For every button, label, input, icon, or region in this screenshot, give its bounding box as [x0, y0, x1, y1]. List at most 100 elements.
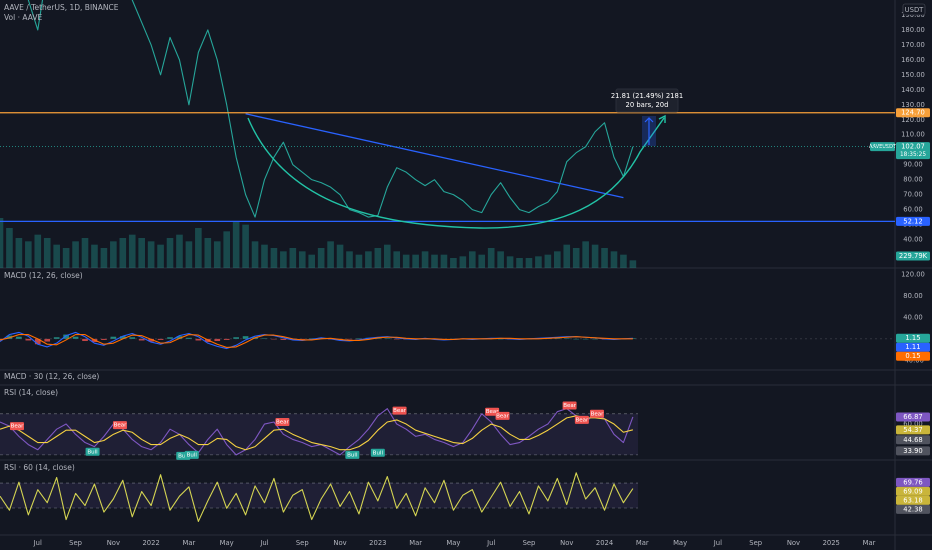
divergence-label: Bear: [11, 424, 25, 430]
volume-bar: [34, 234, 42, 268]
volume-title: Vol · AAVE: [4, 13, 42, 22]
price-label: 44.68: [903, 436, 922, 444]
pane-title: RSI · 60 (14, close): [4, 463, 75, 472]
series-line: [27, 0, 634, 218]
volume-bar: [176, 234, 183, 268]
divergence-marker: [112, 421, 127, 430]
series-line: [0, 334, 633, 348]
volume-bar: [0, 218, 4, 268]
price-label-box: [896, 495, 930, 505]
divergence-label: Bear: [591, 411, 605, 417]
volume-bar: [251, 241, 259, 268]
measure-text: 21.81 (21.49%) 2181: [611, 92, 683, 100]
x-tick-label: Mar: [863, 539, 876, 547]
x-tick-label: Sep: [749, 539, 762, 547]
pane-title: MACD · 30 (12, 26, close): [4, 372, 99, 381]
x-tick-label: 2025: [823, 539, 840, 547]
y-tick-label: 70.00: [903, 191, 922, 199]
divergence-marker: [85, 447, 100, 456]
pane-title: MACD (12, 26, close): [4, 271, 83, 280]
volume-bar: [298, 251, 306, 268]
currency-badge[interactable]: [902, 3, 926, 16]
divergence-marker: [562, 401, 577, 410]
price-label-box: [896, 142, 930, 160]
histogram-bar: [101, 338, 107, 340]
histogram-bar: [554, 338, 561, 339]
divergence-label: Bull: [347, 452, 358, 458]
price-label: 0.15: [905, 352, 920, 360]
measure-arrow: [644, 117, 654, 145]
histogram-bar: [34, 338, 41, 345]
volume-bar: [110, 241, 117, 268]
x-tick-label: Nov: [787, 539, 800, 547]
y-tick-label: 40.00: [903, 236, 922, 244]
series-line: [0, 472, 634, 522]
volume-bar: [232, 221, 240, 268]
volume-bar: [383, 244, 391, 268]
x-tick-label: May: [673, 539, 687, 547]
volume-bar: [478, 254, 486, 268]
x-tick-label: Mar: [183, 539, 196, 547]
x-tick-label: Nov: [107, 539, 120, 547]
series-line: [0, 408, 634, 456]
price-label-box: [896, 333, 930, 343]
histogram-bar: [280, 338, 287, 340]
histogram-bar: [63, 334, 69, 339]
histogram-bar: [157, 338, 164, 340]
y-tick-label: 180.00: [901, 26, 925, 34]
x-tick-label: Nov: [333, 539, 346, 547]
measure-text: 20 bars, 20d: [626, 101, 669, 109]
volume-bar: [554, 251, 561, 268]
volume-bar: [468, 251, 476, 268]
divergence-marker: [574, 415, 589, 424]
volume-bar: [242, 224, 249, 268]
price-label: 42.38: [903, 505, 922, 513]
divergence-marker: [10, 422, 25, 431]
y-tick-label: 130.00: [901, 101, 925, 109]
volume-bar: [487, 248, 495, 268]
price-label-box: [896, 504, 930, 514]
y-tick-label: 160.00: [901, 56, 925, 64]
divergence-label: Bull: [178, 453, 189, 459]
volume-bar: [43, 238, 51, 268]
volume-bar: [459, 256, 467, 268]
volume-bar: [374, 248, 382, 268]
volume-bar: [535, 256, 542, 268]
histogram-bar: [346, 338, 353, 340]
trend-line: [245, 113, 624, 199]
volume-bar: [610, 251, 618, 268]
histogram-bar: [167, 337, 173, 339]
volume-bar: [166, 238, 174, 268]
y-tick-label: 80.00: [903, 292, 922, 300]
x-tick-label: May: [446, 539, 460, 547]
divergence-label: Bear: [563, 403, 577, 409]
symbol-label: AAVEUSDT: [869, 144, 897, 150]
price-label-box: [896, 216, 930, 226]
divergence-label: Bull: [373, 450, 384, 456]
countdown: 18:35:25: [900, 152, 926, 158]
divergence-label: Bear: [393, 408, 407, 414]
histogram-bar: [148, 338, 154, 342]
histogram-bar: [356, 338, 362, 339]
volume-bar: [544, 254, 552, 268]
histogram-bar: [16, 336, 22, 339]
price-label: 54.37: [903, 426, 922, 434]
price-label-box: [896, 108, 930, 118]
divergence-marker: [589, 409, 604, 418]
divergence-marker: [370, 448, 385, 457]
price-label-box: [896, 342, 930, 352]
volume-bar: [138, 238, 145, 268]
histogram-bar: [129, 337, 136, 339]
cup-drawing: [247, 117, 665, 229]
x-tick-label: Mar: [636, 539, 649, 547]
divergence-label: Bull: [187, 452, 198, 458]
volume-bar: [355, 254, 363, 268]
price-label: 102.07: [901, 143, 925, 151]
volume-bar: [629, 260, 637, 268]
price-label-box: [896, 425, 930, 435]
histogram-bar: [186, 337, 192, 339]
divergence-label: Bear: [575, 417, 589, 423]
histogram-bar: [44, 338, 51, 342]
pane: [0, 472, 638, 522]
divergence-label: Bear: [114, 423, 128, 429]
